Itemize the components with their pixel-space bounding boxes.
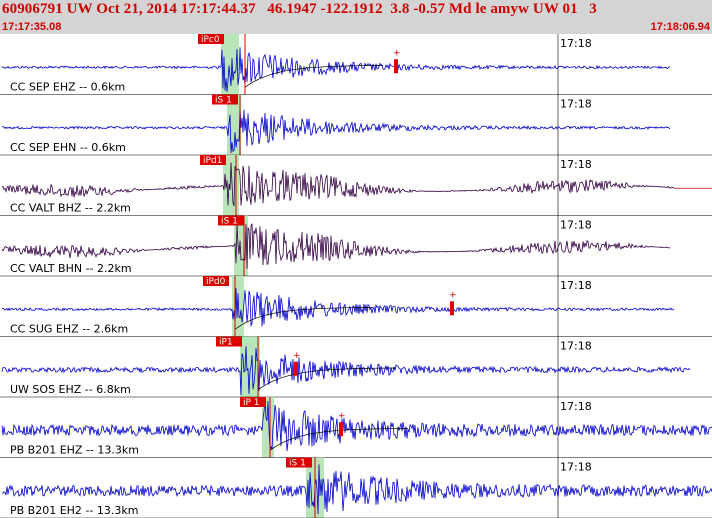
- station-label: PB B201 EH2 -- 13.3km: [10, 504, 138, 517]
- amplitude-marker: +: [293, 351, 301, 361]
- pick-label: iPc0: [201, 35, 220, 45]
- pick-label: iS 1: [221, 217, 238, 227]
- pick-tag[interactable]: [200, 155, 226, 165]
- pick-tag[interactable]: [218, 215, 244, 226]
- waveform: [1, 162, 675, 207]
- tick-label: 17:18: [560, 98, 592, 111]
- pick-tag[interactable]: [212, 94, 238, 105]
- pick-tag[interactable]: [240, 397, 266, 407]
- pick-label: iPd1: [203, 156, 222, 166]
- waveform: [1, 47, 671, 92]
- waveform: [1, 464, 712, 515]
- waveform: [1, 223, 671, 269]
- pick-tag[interactable]: [198, 34, 224, 44]
- trace-row[interactable]: iS 1 17:18 PB B201 EH2 -- 13.3km: [0, 457, 712, 518]
- pick-tag[interactable]: [216, 336, 242, 347]
- pick-tag[interactable]: [203, 276, 229, 286]
- trace-row[interactable]: iP 1 +17:18 PB B201 EHZ -- 13.3km: [0, 397, 712, 458]
- station-label: CC VALT BHN -- 2.2km: [10, 262, 132, 275]
- pick-window: [240, 336, 260, 397]
- event-summary: 60906791 UW Oct 21, 2014 17:17:44.37 46.…: [2, 1, 597, 17]
- amplitude-pick[interactable]: [450, 301, 454, 316]
- pick-label: iS 1: [215, 96, 232, 106]
- tick-label: 17:18: [560, 219, 592, 232]
- tick-label: 17:18: [560, 37, 592, 50]
- waveform: [1, 400, 712, 452]
- coda-curve: [257, 367, 396, 391]
- amplitude-marker: +: [449, 290, 457, 300]
- amplitude-pick[interactable]: [339, 422, 343, 437]
- tick-label: 17:18: [560, 400, 592, 413]
- station-label: PB B201 EHZ -- 13.3km: [10, 444, 139, 457]
- window-start-time: 17:17:35.08: [2, 21, 62, 33]
- trace-row[interactable]: iPd0 +17:18 CC SUG EHZ -- 2.6km: [0, 276, 712, 337]
- coda-curve: [244, 65, 383, 88]
- window-end-time: 17:18:06.94: [650, 21, 710, 33]
- station-label: CC SUG EHZ -- 2.6km: [10, 323, 128, 336]
- amplitude-marker: +: [393, 48, 401, 58]
- pick-window: [262, 397, 274, 458]
- amplitude-pick[interactable]: [294, 361, 298, 376]
- amplitude-pick[interactable]: [394, 59, 398, 74]
- pick-label: iP 1: [243, 398, 260, 408]
- pick-label: iP1: [219, 338, 233, 348]
- station-label: CC VALT BHZ -- 2.2km: [10, 202, 131, 215]
- event-header: 60906791 UW Oct 21, 2014 17:17:44.37 46.…: [0, 0, 712, 34]
- trace-row[interactable]: iS 1 17:18 CC SEP EHN -- 0.6km: [0, 94, 712, 156]
- trace-row[interactable]: iPd1 17:18 CC VALT BHZ -- 2.2km: [0, 155, 712, 216]
- station-label: UW SOS EHZ -- 6.8km: [10, 383, 131, 396]
- pick-window: [221, 34, 239, 95]
- station-label: CC SEP EHN -- 0.6km: [10, 141, 126, 154]
- seismogram-panel[interactable]: iPc0 +17:18 CC SEP EHZ -- 0.6km iS 1 17:18 CC…: [0, 34, 712, 518]
- waveform: [1, 288, 675, 328]
- tick-label: 17:18: [560, 461, 592, 474]
- tick-label: 17:18: [560, 279, 592, 292]
- station-label: CC SEP EHZ -- 0.6km: [10, 81, 125, 94]
- amplitude-marker: +: [338, 411, 346, 421]
- waveform: [2, 107, 671, 154]
- tick-label: 17:18: [560, 158, 592, 171]
- trace-row[interactable]: iP1 +17:18 UW SOS EHZ -- 6.8km: [0, 336, 712, 398]
- trace-row[interactable]: iPc0 +17:18 CC SEP EHZ -- 0.6km: [0, 34, 712, 95]
- pick-label: iS 1: [289, 459, 306, 469]
- coda-curve: [234, 307, 373, 330]
- pick-label: iPd0: [206, 277, 226, 287]
- tick-label: 17:18: [560, 340, 592, 353]
- pick-tag[interactable]: [286, 457, 312, 468]
- trace-row[interactable]: iS 1 17:18 CC VALT BHN -- 2.2km: [0, 215, 712, 277]
- waveform: [1, 346, 691, 396]
